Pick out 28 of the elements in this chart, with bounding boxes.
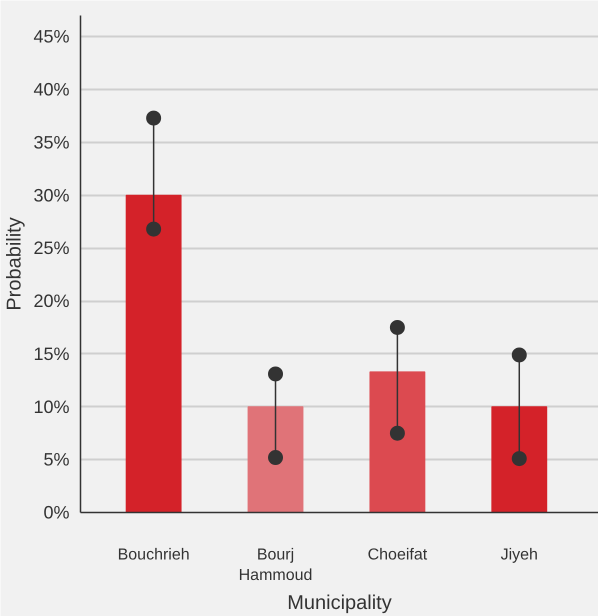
x-tick-label: Choeifat bbox=[368, 546, 428, 564]
point bbox=[512, 451, 527, 466]
bar bbox=[126, 194, 182, 512]
y-tick-label: 40% bbox=[33, 80, 70, 100]
y-tick-label: 20% bbox=[33, 291, 70, 312]
bar bbox=[491, 406, 548, 512]
bar bbox=[369, 371, 426, 512]
bar bbox=[248, 406, 304, 512]
x-tick-label: Jiyeh bbox=[500, 546, 538, 564]
y-tick-label: 45% bbox=[33, 26, 70, 47]
point bbox=[146, 110, 162, 126]
x-tick-label: Bouchrieh bbox=[118, 546, 190, 564]
y-tick-label: 5% bbox=[43, 450, 70, 470]
x-tick-label: Bourj Hammoud bbox=[238, 546, 312, 584]
point bbox=[146, 222, 162, 237]
y-axis-title: Probability bbox=[3, 217, 26, 311]
point bbox=[512, 347, 527, 362]
y-tick-label: 0% bbox=[43, 502, 70, 522]
y-tick-label: 10% bbox=[33, 396, 70, 417]
x-axis-title: Municipality bbox=[287, 592, 392, 614]
y-tick-label: 30% bbox=[33, 185, 70, 206]
y-tick-label: 35% bbox=[33, 132, 70, 152]
point bbox=[268, 450, 284, 465]
y-tick-label: 15% bbox=[33, 344, 70, 364]
point bbox=[390, 426, 405, 441]
y-tick-label: 25% bbox=[33, 238, 70, 258]
point bbox=[390, 320, 405, 335]
point bbox=[268, 366, 284, 382]
